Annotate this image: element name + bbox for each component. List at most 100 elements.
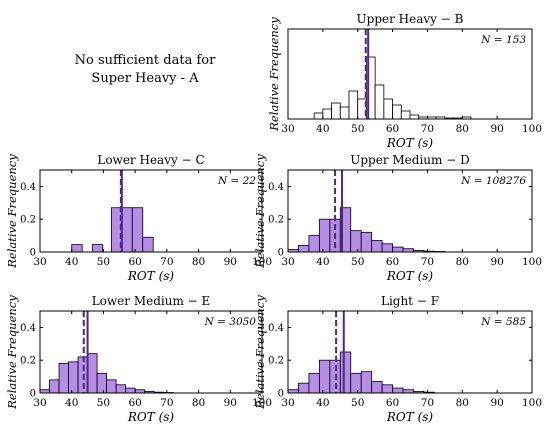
x-tick-label: 40	[65, 397, 78, 409]
axes-box	[287, 28, 533, 120]
x-tick-label: 70	[421, 256, 434, 268]
histogram-bar	[87, 353, 98, 394]
histogram-bar	[400, 110, 411, 120]
x-tick-label: 40	[316, 123, 329, 135]
histogram-bar	[106, 379, 117, 394]
panel-title: Light − F	[381, 294, 439, 308]
x-tick-label: 100	[522, 397, 542, 409]
x-tick-label: 30	[33, 256, 46, 268]
axes-box	[287, 310, 533, 394]
x-tick-label: 30	[281, 256, 294, 268]
y-tick-label: 0	[30, 248, 36, 259]
y-axis-label: Relative Frequency	[253, 154, 267, 269]
y-axis-label: Relative Frequency	[267, 17, 281, 132]
histogram-bar	[313, 112, 324, 120]
histogram-bar	[71, 244, 83, 253]
x-tick-label: 80	[192, 397, 205, 409]
x-tick-label: 60	[386, 397, 399, 409]
no-data-line-2: Super Heavy - A	[91, 71, 199, 86]
x-axis-label: ROT (s)	[386, 269, 434, 283]
histogram-bar	[374, 84, 385, 120]
histogram-bar	[331, 102, 341, 120]
histogram-bar	[322, 108, 332, 120]
x-tick-label: 80	[192, 256, 205, 268]
x-tick-label: 70	[160, 256, 173, 268]
histogram-bar	[381, 384, 393, 394]
histogram-bar	[371, 240, 383, 253]
y-tick-label: 0.4	[20, 323, 36, 334]
x-tick-label: 50	[351, 256, 364, 268]
y-tick-label: 0.2	[20, 356, 36, 367]
panel-light: 30 40 50 60 70 80 90 100 0 0.2 0.4 Light − F N = 585…	[253, 294, 542, 424]
axes-box	[39, 169, 263, 253]
histogram-bar	[392, 246, 404, 253]
x-tick-label: 60	[386, 123, 399, 135]
histogram-bar	[409, 114, 420, 120]
x-axis-label: ROT (s)	[127, 410, 175, 424]
x-tick-label: 70	[160, 397, 173, 409]
histogram-bar	[339, 106, 350, 120]
x-tick-label: 30	[33, 397, 46, 409]
x-tick-label: 80	[456, 256, 469, 268]
y-tick-label: 0.4	[268, 182, 284, 193]
panel-upper-medium: 30 40 50 60 70 80 90 100 0 0.2 0.4 Upper Medium − D…	[253, 153, 542, 283]
y-tick-label: 0.4	[268, 323, 284, 334]
sample-size-label: N = 153	[480, 34, 526, 46]
histogram-bar	[339, 351, 352, 394]
x-tick-label: 30	[281, 123, 294, 135]
histogram-bar	[383, 98, 393, 120]
histogram-bar	[348, 90, 359, 120]
x-tick-label: 40	[65, 256, 78, 268]
x-tick-label: 60	[128, 397, 141, 409]
histogram-bar	[308, 372, 320, 394]
x-tick-label: 90	[490, 123, 503, 135]
x-tick-label: 50	[97, 397, 110, 409]
axes-box	[287, 169, 533, 253]
histogram-bar	[298, 245, 310, 253]
histogram-bar	[360, 371, 373, 394]
x-tick-label: 50	[351, 123, 364, 135]
histogram-bar	[115, 384, 127, 394]
histogram-bar	[298, 382, 310, 394]
histogram-bar	[360, 231, 373, 253]
histogram-bar	[381, 243, 393, 253]
y-axis-label: Relative Frequency	[253, 295, 267, 410]
y-tick-label: 0.2	[268, 215, 284, 226]
y-tick-label: 0	[278, 248, 284, 259]
sample-size-label: N = 22	[217, 175, 256, 187]
histogram-bar	[350, 230, 362, 253]
panel-title: Upper Medium − D	[350, 153, 469, 167]
x-tick-label: 80	[456, 123, 469, 135]
no-data-note: No sufficient data for Super Heavy - A	[60, 52, 230, 88]
panel-title: Upper Heavy − B	[357, 12, 464, 26]
x-tick-label: 90	[490, 397, 503, 409]
x-tick-label: 100	[522, 256, 542, 268]
sample-size-label: N = 108276	[460, 175, 526, 187]
x-axis-label: ROT (s)	[386, 410, 434, 424]
histogram-bar	[91, 244, 104, 253]
panel-title: Lower Medium − E	[92, 294, 211, 308]
x-tick-label: 90	[224, 256, 237, 268]
histogram-bar	[49, 379, 60, 394]
histogram-bar	[131, 207, 144, 253]
sample-size-label: N = 3050	[204, 316, 257, 328]
panel-lower-heavy: 30 40 50 60 70 80 90 100 0 0.2 0.4 Lower Heavy − C N…	[5, 153, 272, 283]
y-tick-label: 0.4	[20, 182, 36, 193]
histogram-bar	[318, 359, 331, 394]
x-tick-label: 30	[281, 397, 294, 409]
histogram-bar	[371, 381, 383, 394]
histogram-bar	[329, 359, 341, 394]
x-axis-label: ROT (s)	[386, 136, 434, 150]
x-tick-label: 70	[421, 123, 434, 135]
axes-box	[39, 310, 263, 394]
x-tick-label: 90	[224, 397, 237, 409]
y-axis-label: Relative Frequency	[5, 154, 19, 269]
x-tick-label: 40	[316, 256, 329, 268]
x-tick-label: 50	[97, 256, 110, 268]
panel-upper-heavy: 30 40 50 60 70 80 90 100 Upper Heavy − B N = 153 R…	[267, 12, 542, 150]
no-data-line-1: No sufficient data for	[74, 53, 216, 68]
histogram-bar	[96, 372, 107, 394]
y-tick-label: 0	[278, 389, 284, 400]
sample-size-label: N = 585	[480, 316, 526, 328]
